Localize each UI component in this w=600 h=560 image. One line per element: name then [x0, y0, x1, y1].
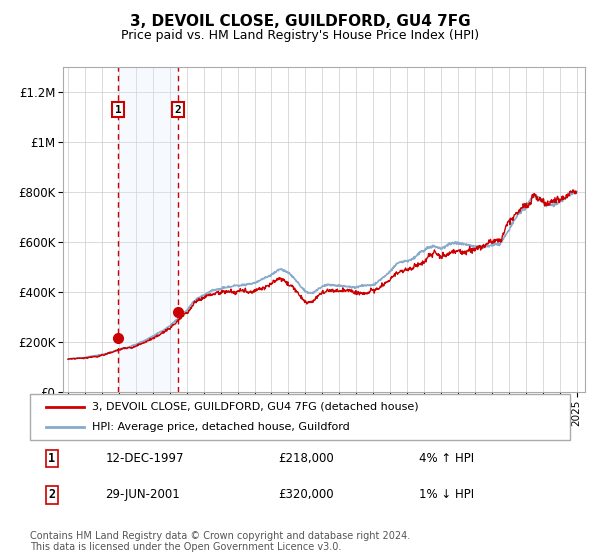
- Text: £218,000: £218,000: [278, 452, 334, 465]
- Text: 3, DEVOIL CLOSE, GUILDFORD, GU4 7FG (detached house): 3, DEVOIL CLOSE, GUILDFORD, GU4 7FG (det…: [92, 402, 419, 412]
- Text: 1: 1: [48, 452, 55, 465]
- Text: 29-JUN-2001: 29-JUN-2001: [106, 488, 181, 501]
- Bar: [118, 67, 178, 392]
- Text: HPI: Average price, detached house, Guildford: HPI: Average price, detached house, Guil…: [92, 422, 350, 432]
- Text: 2: 2: [175, 105, 181, 115]
- Text: 4% ↑ HPI: 4% ↑ HPI: [419, 452, 474, 465]
- Text: Price paid vs. HM Land Registry's House Price Index (HPI): Price paid vs. HM Land Registry's House …: [121, 29, 479, 42]
- FancyBboxPatch shape: [30, 394, 570, 440]
- Text: 1: 1: [115, 105, 121, 115]
- Text: Contains HM Land Registry data © Crown copyright and database right 2024.
This d: Contains HM Land Registry data © Crown c…: [30, 531, 410, 553]
- Text: 1% ↓ HPI: 1% ↓ HPI: [419, 488, 474, 501]
- Text: 3, DEVOIL CLOSE, GUILDFORD, GU4 7FG: 3, DEVOIL CLOSE, GUILDFORD, GU4 7FG: [130, 14, 470, 29]
- Text: 2: 2: [48, 488, 55, 501]
- Text: 12-DEC-1997: 12-DEC-1997: [106, 452, 184, 465]
- Text: £320,000: £320,000: [278, 488, 334, 501]
